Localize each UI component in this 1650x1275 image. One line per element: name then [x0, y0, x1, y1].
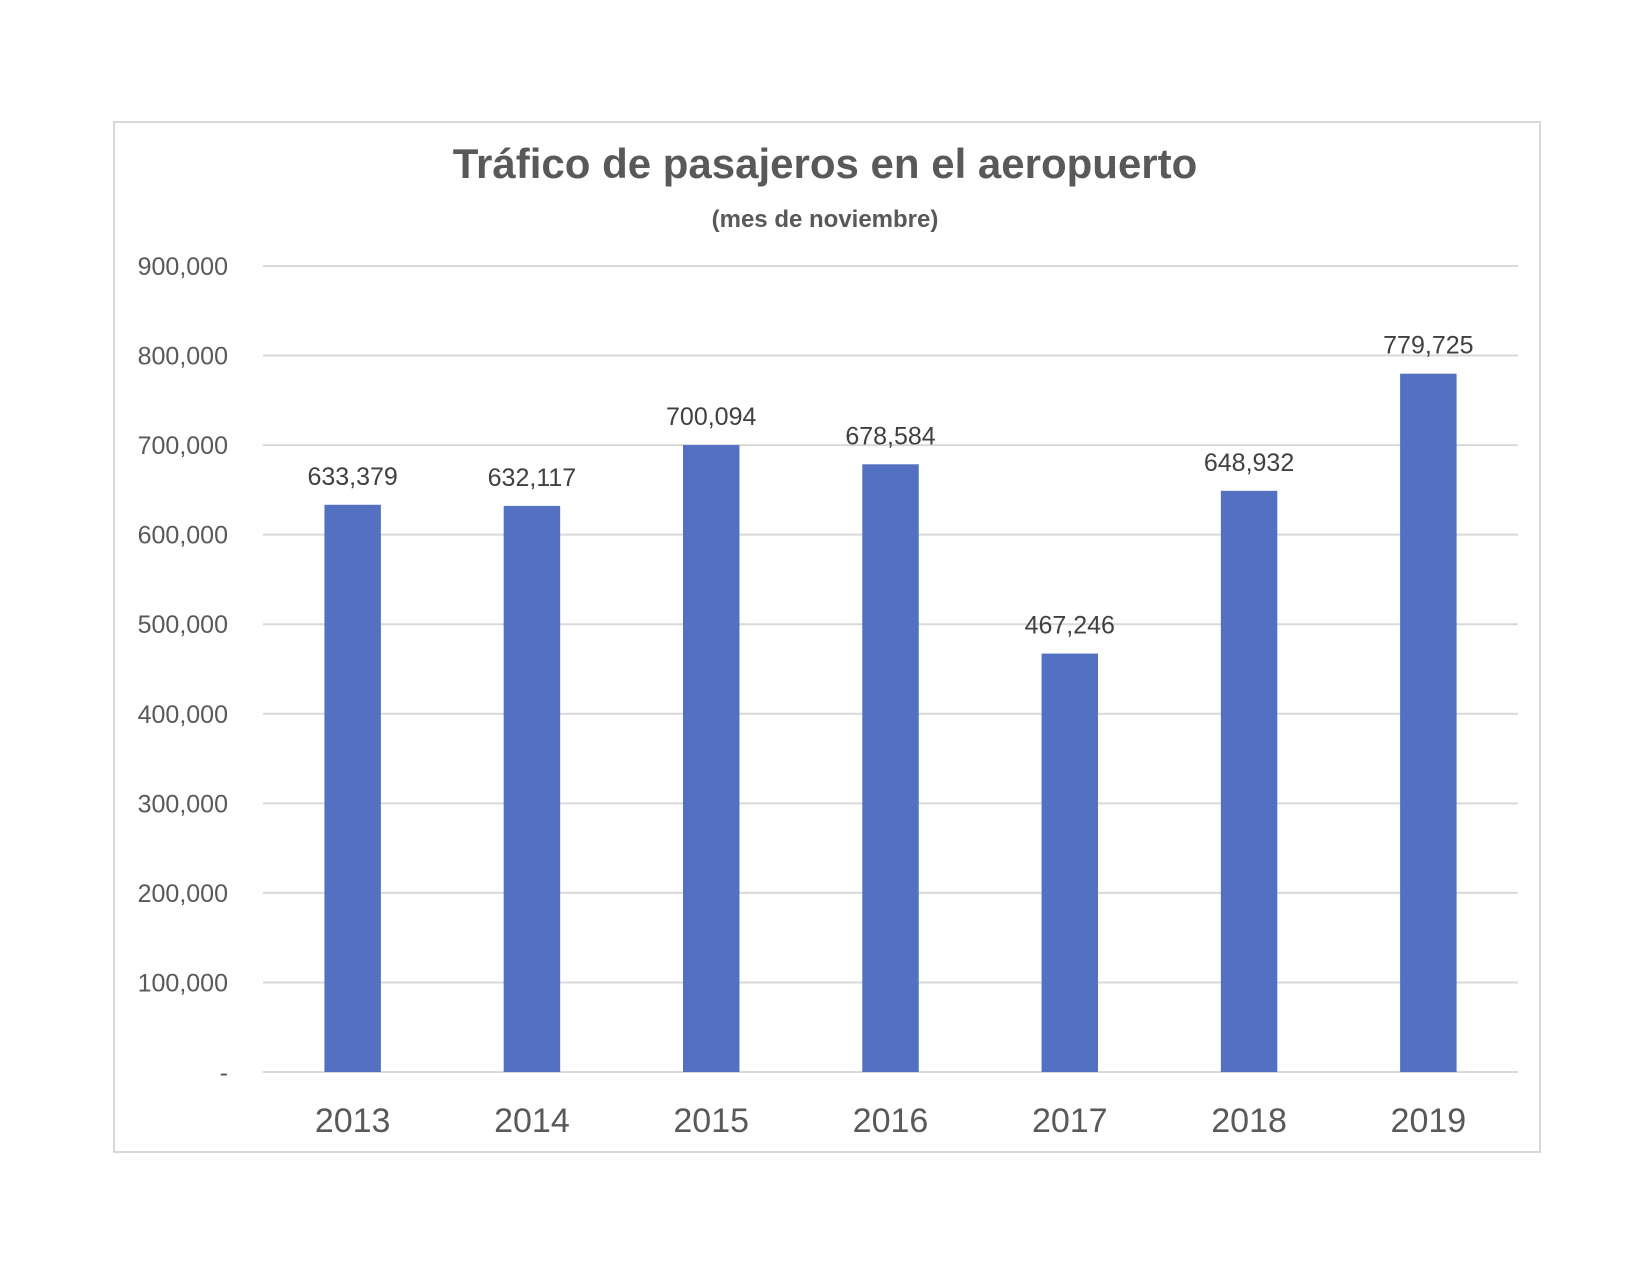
x-tick-label-2015: 2015 — [673, 1102, 749, 1140]
x-tick-label-2019: 2019 — [1391, 1102, 1467, 1140]
y-tick-label: 600,000 — [138, 522, 228, 550]
y-tick-label: 700,000 — [138, 432, 228, 460]
bar-2016 — [862, 464, 919, 1073]
x-tick-label-2013: 2013 — [315, 1102, 391, 1140]
bar-2015 — [682, 445, 740, 1072]
y-tick-label: 500,000 — [138, 611, 228, 639]
data-label-2016: 678,584 — [845, 422, 935, 450]
data-labels: 633,379 632,117 700,094 678,584 467,246 648,9… — [307, 332, 1473, 640]
y-tick-label: 900,000 — [138, 253, 228, 281]
y-axis-tick-labels: - 100,000 200,000 300,000 400,000 500,000 600,… — [138, 253, 228, 1087]
x-tick-label-2016: 2016 — [853, 1102, 929, 1140]
bar-2019 — [1400, 373, 1457, 1072]
y-tick-label: 800,000 — [138, 343, 228, 371]
bar-2014 — [503, 505, 561, 1072]
y-tick-label: - — [220, 1059, 228, 1087]
chart-subtitle: (mes de noviembre) — [711, 206, 939, 233]
y-tick-label: 200,000 — [138, 880, 228, 908]
bar-2018 — [1220, 490, 1278, 1072]
y-tick-label: 300,000 — [138, 790, 228, 818]
data-label-2018: 648,932 — [1204, 449, 1294, 477]
x-tick-label-2014: 2014 — [494, 1102, 570, 1140]
x-tick-label-2017: 2017 — [1032, 1102, 1108, 1140]
data-label-2015: 700,094 — [666, 403, 756, 431]
data-label-2013: 633,379 — [307, 463, 397, 491]
bar-2013 — [324, 504, 381, 1072]
x-axis-tick-labels: 2013 2014 2015 2016 2017 2018 2019 — [315, 1102, 1466, 1140]
bars — [324, 373, 1457, 1073]
y-tick-label: 100,000 — [138, 969, 228, 997]
data-label-2014: 632,117 — [488, 464, 577, 492]
x-tick-label-2018: 2018 — [1211, 1102, 1287, 1140]
data-label-2017: 467,246 — [1025, 612, 1115, 640]
data-label-2019: 779,725 — [1383, 332, 1473, 360]
bar-2017 — [1041, 653, 1099, 1072]
chart-title: Tráfico de pasajeros en el aeropuerto — [452, 140, 1198, 187]
y-tick-label: 400,000 — [138, 701, 228, 729]
